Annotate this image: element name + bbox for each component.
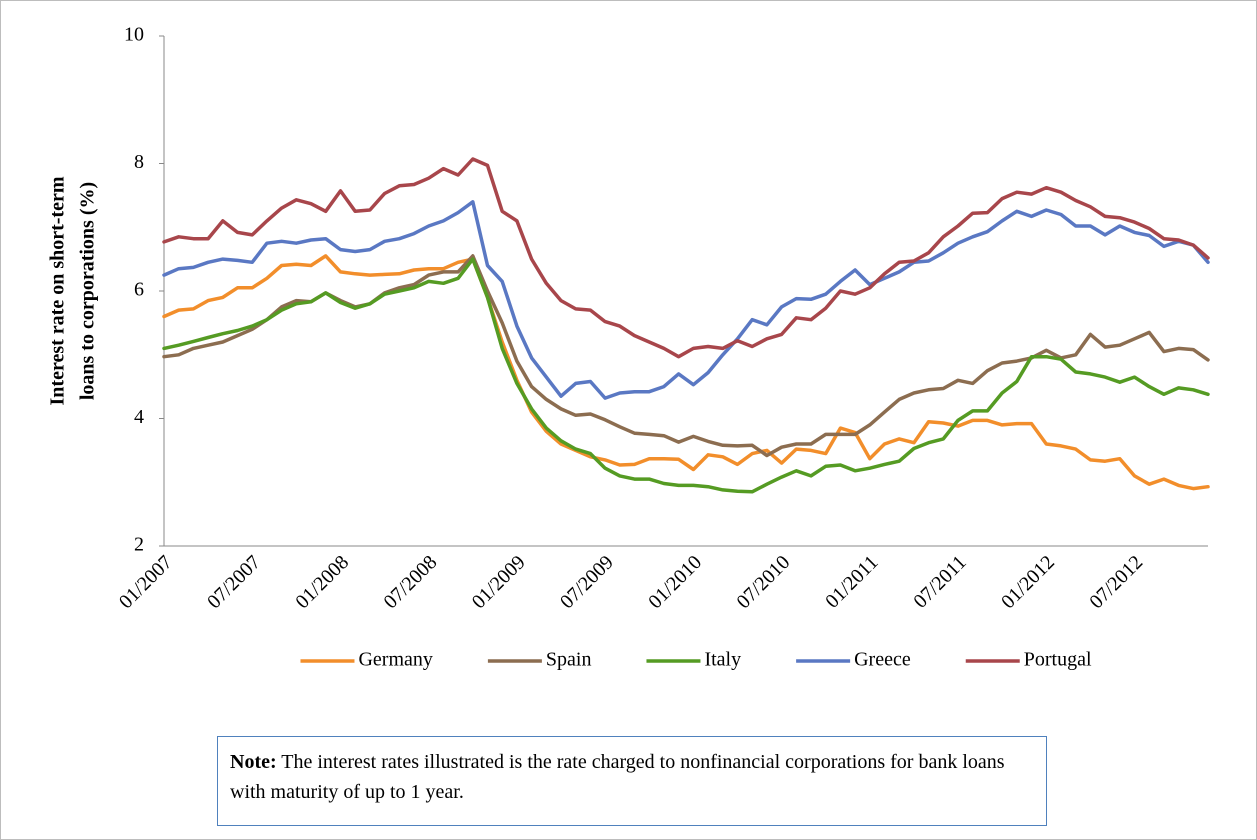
note-box: Note: The interest rates illustrated is … xyxy=(217,736,1047,826)
x-tick-label: 07/2011 xyxy=(909,551,970,612)
series-line xyxy=(162,254,1210,491)
x-tick-label: 01/2007 xyxy=(115,551,177,613)
y-tick-label: 4 xyxy=(134,406,144,428)
y-tick-label: 10 xyxy=(124,24,144,46)
y-tick-label: 2 xyxy=(134,534,144,556)
series-line xyxy=(162,254,1210,458)
x-tick-label: 01/2009 xyxy=(468,551,530,613)
y-tick-label: 8 xyxy=(134,151,144,173)
chart: Interest rate on short-term loans to cor… xyxy=(47,24,1210,671)
series-line xyxy=(162,257,1210,494)
x-tick-label: 01/2010 xyxy=(644,551,706,613)
legend-label: Germany xyxy=(358,649,432,671)
y-axis-label: loans to corporations (%) xyxy=(77,182,99,400)
x-tick-label: 01/2012 xyxy=(997,551,1059,613)
x-tick-label: 01/2011 xyxy=(821,551,882,612)
x-tick-label: 07/2007 xyxy=(203,551,265,613)
series-line xyxy=(162,157,1210,359)
legend-label: Greece xyxy=(854,649,911,671)
x-tick-label: 01/2008 xyxy=(291,551,353,613)
legend-label: Italy xyxy=(704,649,741,671)
x-tick-label: 07/2010 xyxy=(732,551,794,613)
x-tick-label: 07/2012 xyxy=(1085,551,1147,613)
y-axis-label: Interest rate on short-term xyxy=(47,176,69,405)
note-text: The interest rates illustrated is the ra… xyxy=(230,751,1005,803)
legend-label: Portugal xyxy=(1024,649,1092,671)
x-tick-label: 07/2008 xyxy=(380,551,442,613)
legend-label: Spain xyxy=(546,649,592,671)
series-line xyxy=(162,200,1210,400)
y-tick-label: 6 xyxy=(134,279,144,301)
note-label: Note: xyxy=(230,751,277,773)
x-tick-label: 07/2009 xyxy=(556,551,618,613)
